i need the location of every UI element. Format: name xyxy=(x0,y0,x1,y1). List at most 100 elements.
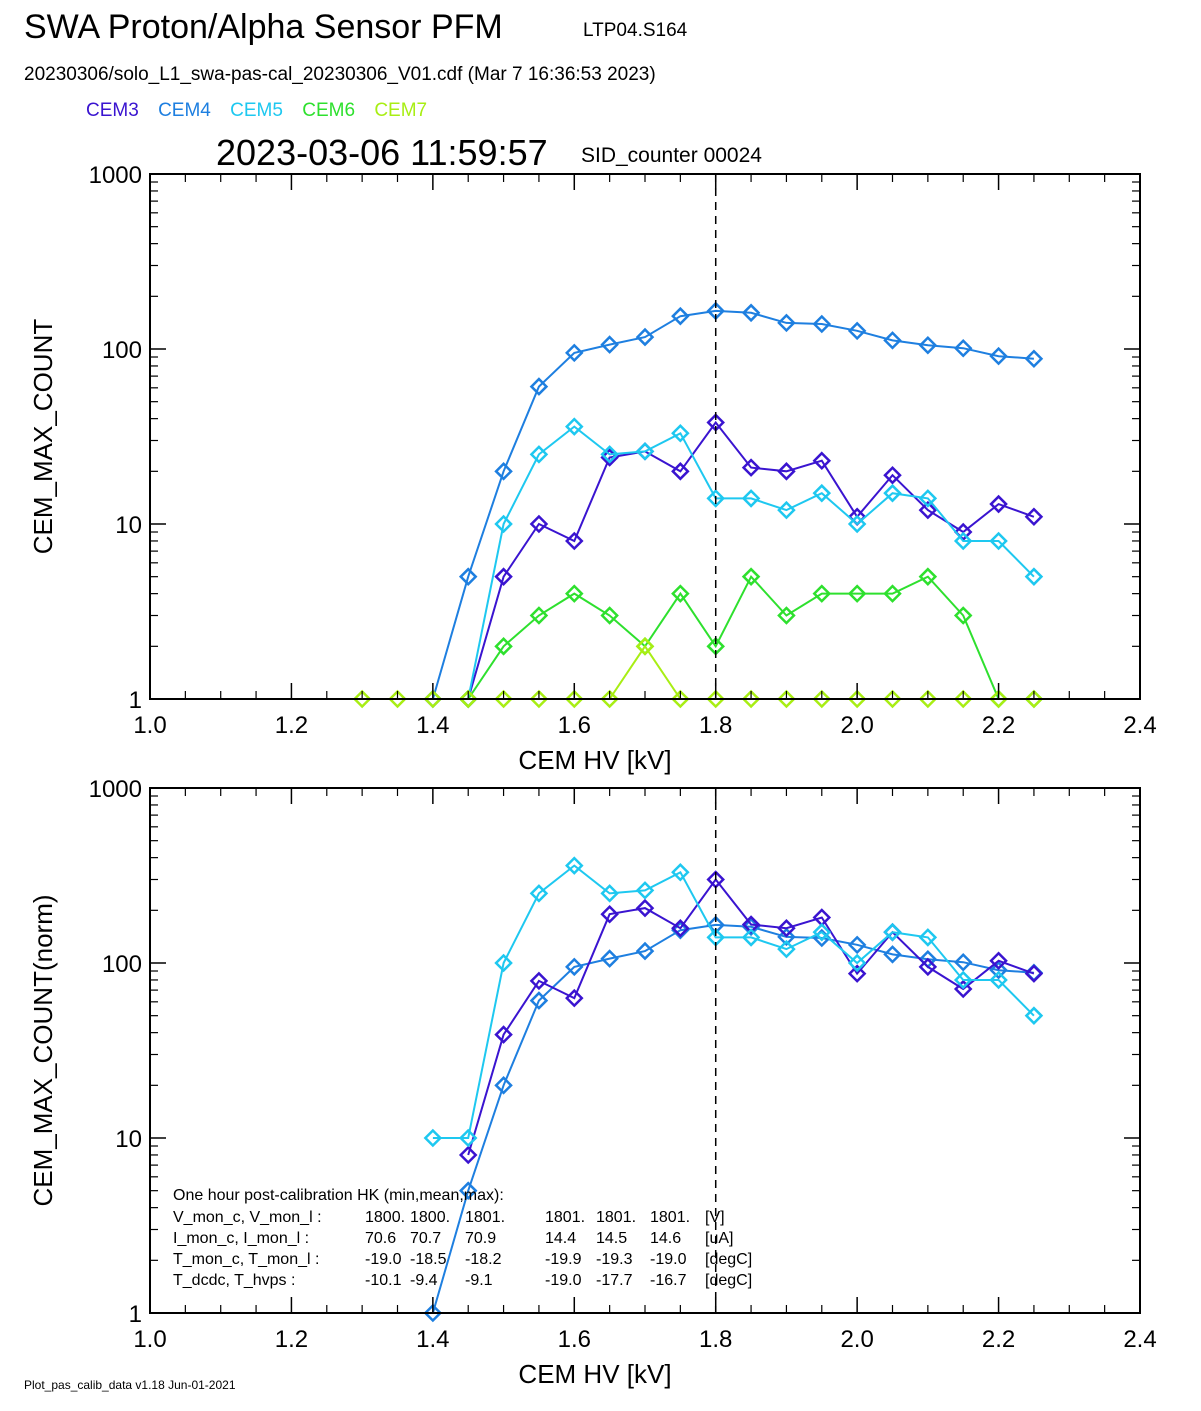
data-point xyxy=(706,489,725,508)
y-tick-label: 1 xyxy=(129,1301,142,1328)
series-cem7 xyxy=(352,637,1044,709)
data-point xyxy=(706,301,725,321)
series-line xyxy=(467,574,1034,700)
data-point xyxy=(529,377,549,396)
hk-annotation-cell: -17.7 xyxy=(596,1272,633,1289)
data-point xyxy=(741,915,761,934)
data-point xyxy=(529,606,549,625)
data-point xyxy=(600,884,619,903)
data-point xyxy=(635,881,655,900)
data-point xyxy=(812,314,832,334)
data-point xyxy=(423,689,443,709)
x-tick-label: 1.4 xyxy=(416,1326,449,1353)
x-tick-label: 1.0 xyxy=(133,712,166,739)
hk-annotation-cell: -19.0 xyxy=(650,1251,687,1268)
y-tick-label: 100 xyxy=(102,951,142,978)
hk-annotation-cell: 1801. xyxy=(465,1209,505,1226)
data-point xyxy=(565,957,584,977)
data-point xyxy=(741,567,761,586)
y-tick-label: 10 xyxy=(115,512,142,539)
data-point xyxy=(458,689,478,709)
data-point xyxy=(1024,963,1044,982)
hk-annotation-cell: -19.0 xyxy=(365,1251,402,1268)
data-point xyxy=(847,935,867,955)
data-point xyxy=(706,637,725,656)
data-point xyxy=(494,1025,513,1044)
hk-annotation: One hour post-calibration HK (min,mean,m… xyxy=(173,1187,752,1289)
series-cem5 xyxy=(458,417,1044,709)
hk-annotation-cell: -19.0 xyxy=(545,1272,582,1289)
series-line xyxy=(467,420,1035,700)
data-point xyxy=(777,918,796,938)
x-tick-label: 1.6 xyxy=(558,1326,591,1353)
data-point xyxy=(883,584,902,603)
data-point xyxy=(423,1128,443,1148)
data-point xyxy=(671,584,690,603)
series-cem3 xyxy=(458,870,1044,1165)
sid-counter: SID_counter 00024 xyxy=(581,144,762,167)
hk-annotation-cell: [uA] xyxy=(705,1230,733,1247)
hk-annotation-cell: [degC] xyxy=(705,1272,752,1289)
data-point xyxy=(953,606,973,625)
hk-annotation-cell: 1801. xyxy=(596,1209,636,1226)
data-point xyxy=(812,922,832,942)
data-point xyxy=(883,922,902,942)
hk-annotation-cell: -9.1 xyxy=(465,1272,493,1289)
hk-annotation-cell: 70.6 xyxy=(365,1230,396,1247)
hk-annotation-cell: -16.7 xyxy=(650,1272,687,1289)
x-tick-label: 1.2 xyxy=(275,1326,308,1353)
data-point xyxy=(458,689,478,709)
data-point xyxy=(494,462,513,481)
data-point xyxy=(529,884,549,903)
top-chart: 1.0 1.2 1.4 1.6 1.8 2.0 2.2 2.4 1 10 100 1000 CEM HV… xyxy=(28,162,1157,775)
hk-annotation-cell: 1801. xyxy=(545,1209,585,1226)
data-point xyxy=(706,928,725,947)
hk-annotation-cell: I_mon_c, I_mon_l : xyxy=(173,1230,309,1247)
legend-item-cem6: CEM6 xyxy=(302,100,356,121)
data-point xyxy=(529,991,549,1010)
data-point xyxy=(847,964,867,983)
data-point xyxy=(458,1145,478,1165)
data-point xyxy=(1024,689,1044,709)
data-point xyxy=(918,567,938,586)
data-point xyxy=(741,928,761,947)
data-point xyxy=(847,514,867,534)
data-point xyxy=(918,500,938,520)
data-point xyxy=(706,413,725,432)
data-point xyxy=(918,957,938,977)
data-point xyxy=(883,331,902,350)
data-point xyxy=(671,689,690,709)
data-point xyxy=(494,637,513,656)
data-point xyxy=(777,927,796,947)
hk-annotation-cell: -18.5 xyxy=(410,1251,447,1268)
data-point xyxy=(883,922,902,942)
y-tick-label: 10 xyxy=(115,1126,142,1153)
x-tick-label: 2.0 xyxy=(840,1326,873,1353)
data-point xyxy=(918,928,938,947)
hk-annotation-cell: -19.9 xyxy=(545,1251,582,1268)
data-point xyxy=(600,904,619,924)
data-point xyxy=(600,445,619,464)
series-cem6 xyxy=(458,567,1044,709)
data-point xyxy=(812,689,832,709)
data-point xyxy=(847,689,867,709)
data-point xyxy=(1024,567,1044,586)
data-point xyxy=(529,689,549,709)
data-point xyxy=(1024,689,1044,709)
data-point xyxy=(635,442,655,461)
data-point xyxy=(812,451,832,470)
data-point xyxy=(494,689,513,709)
x-axis-label: CEM HV [kV] xyxy=(518,745,671,775)
data-point xyxy=(953,970,973,990)
data-point xyxy=(812,928,832,948)
series-line xyxy=(431,923,1034,1314)
legend-item-cem3: CEM3 xyxy=(86,100,139,121)
data-point xyxy=(635,637,655,656)
footer-version: Plot_pas_calib_data v1.18 Jun-01-2021 xyxy=(24,1378,236,1392)
data-point xyxy=(1024,1006,1044,1025)
data-point xyxy=(989,531,1008,551)
data-point xyxy=(671,423,690,443)
x-tick-label: 1.4 xyxy=(416,712,449,739)
series-cem3 xyxy=(458,413,1044,709)
